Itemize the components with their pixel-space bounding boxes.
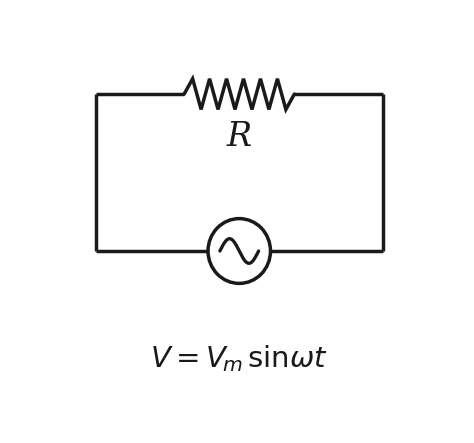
Text: R: R xyxy=(227,121,252,153)
Text: $\mathit{V} = \mathit{V}_{\!\mathit{m}}\,\mathrm{sin}\omega t$: $\mathit{V} = \mathit{V}_{\!\mathit{m}}\… xyxy=(150,343,328,374)
